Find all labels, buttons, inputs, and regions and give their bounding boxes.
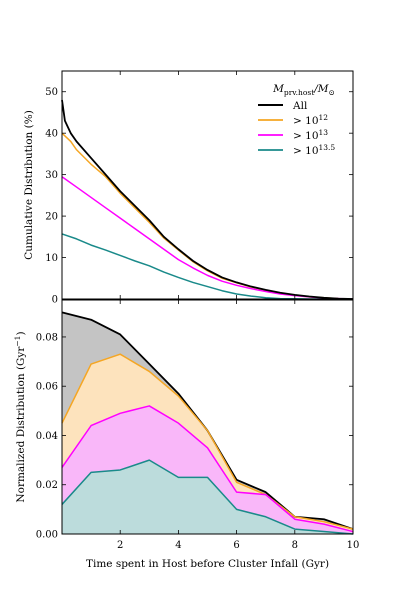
legend-label-3: > 1013.5 — [293, 143, 335, 157]
bottom-ytick-label-0: 0.00 — [36, 530, 58, 541]
bottom-y-axis-label-exp: −1 — [13, 336, 22, 347]
top-ytick-label-4: 40 — [45, 129, 58, 140]
bottom-ticks: 2 4 6 8 10 0.00 0.02 0.04 0.06 0.08 — [36, 300, 360, 551]
legend-label-2: > 1013 — [293, 128, 328, 142]
bottom-y-axis-label: Normalized Distribution (Gyr−1) — [13, 331, 27, 502]
legend-title-main: M — [272, 83, 284, 95]
top-series-line-0 — [61, 99, 354, 300]
top-axes-frame — [61, 70, 354, 300]
bottom-xtick-label-1: 4 — [175, 540, 181, 551]
bottom-series-line-1 — [61, 353, 354, 530]
legend-title-sub: prv.host — [284, 88, 314, 97]
bottom-series-line-3 — [61, 459, 354, 535]
bottom-ytick-label-4: 0.08 — [36, 332, 58, 343]
legend: Mprv.host/M⊙ All> 1012> 1013> 1013.5 — [258, 83, 335, 157]
legend-title-sun: ⊙ — [329, 88, 335, 97]
legend-entries: All> 1012> 1013> 1013.5 — [258, 100, 335, 157]
bottom-axes-frame — [61, 299, 354, 535]
bottom-series-lines — [61, 311, 354, 535]
bottom-ytick-label-1: 0.02 — [36, 480, 58, 491]
bottom-area-fill-3 — [62, 460, 353, 534]
legend-label-1: > 1012 — [293, 113, 328, 127]
bottom-ytick-label-3: 0.06 — [36, 382, 58, 393]
bottom-xtick-label-4: 10 — [347, 540, 360, 551]
top-ytick-label-0: 0 — [52, 295, 58, 306]
normalized-panel: 2 4 6 8 10 0.00 0.02 0.04 0.06 0.08 Normalized Di… — [13, 299, 360, 551]
top-plot-content — [61, 99, 354, 300]
bottom-series-line-2 — [61, 405, 354, 533]
bottom-xtick-label-0: 2 — [117, 540, 123, 551]
top-ticks: 0 10 20 30 40 50 — [45, 71, 354, 306]
bottom-xtick-label-3: 8 — [292, 540, 298, 551]
bottom-area-fills — [62, 312, 353, 534]
top-ytick-label-5: 50 — [45, 87, 58, 98]
bottom-y-axis-label-text: Normalized Distribution (Gyr — [15, 346, 27, 503]
legend-title: Mprv.host/M⊙ — [272, 83, 335, 97]
legend-label-0: All — [292, 100, 308, 112]
top-ytick-label-1: 10 — [45, 253, 58, 264]
bottom-y-axis-label-close: ) — [15, 331, 27, 335]
legend-title-sep: /M — [313, 83, 329, 95]
top-y-axis-label: Cumulative Distribution (%) — [23, 110, 35, 260]
x-axis-label: Time spent in Host before Cluster Infall… — [86, 558, 329, 570]
bottom-ytick-label-2: 0.04 — [36, 431, 58, 442]
bottom-xtick-label-2: 6 — [233, 540, 239, 551]
top-ytick-label-2: 20 — [45, 212, 58, 223]
top-ytick-label-3: 30 — [45, 170, 58, 181]
